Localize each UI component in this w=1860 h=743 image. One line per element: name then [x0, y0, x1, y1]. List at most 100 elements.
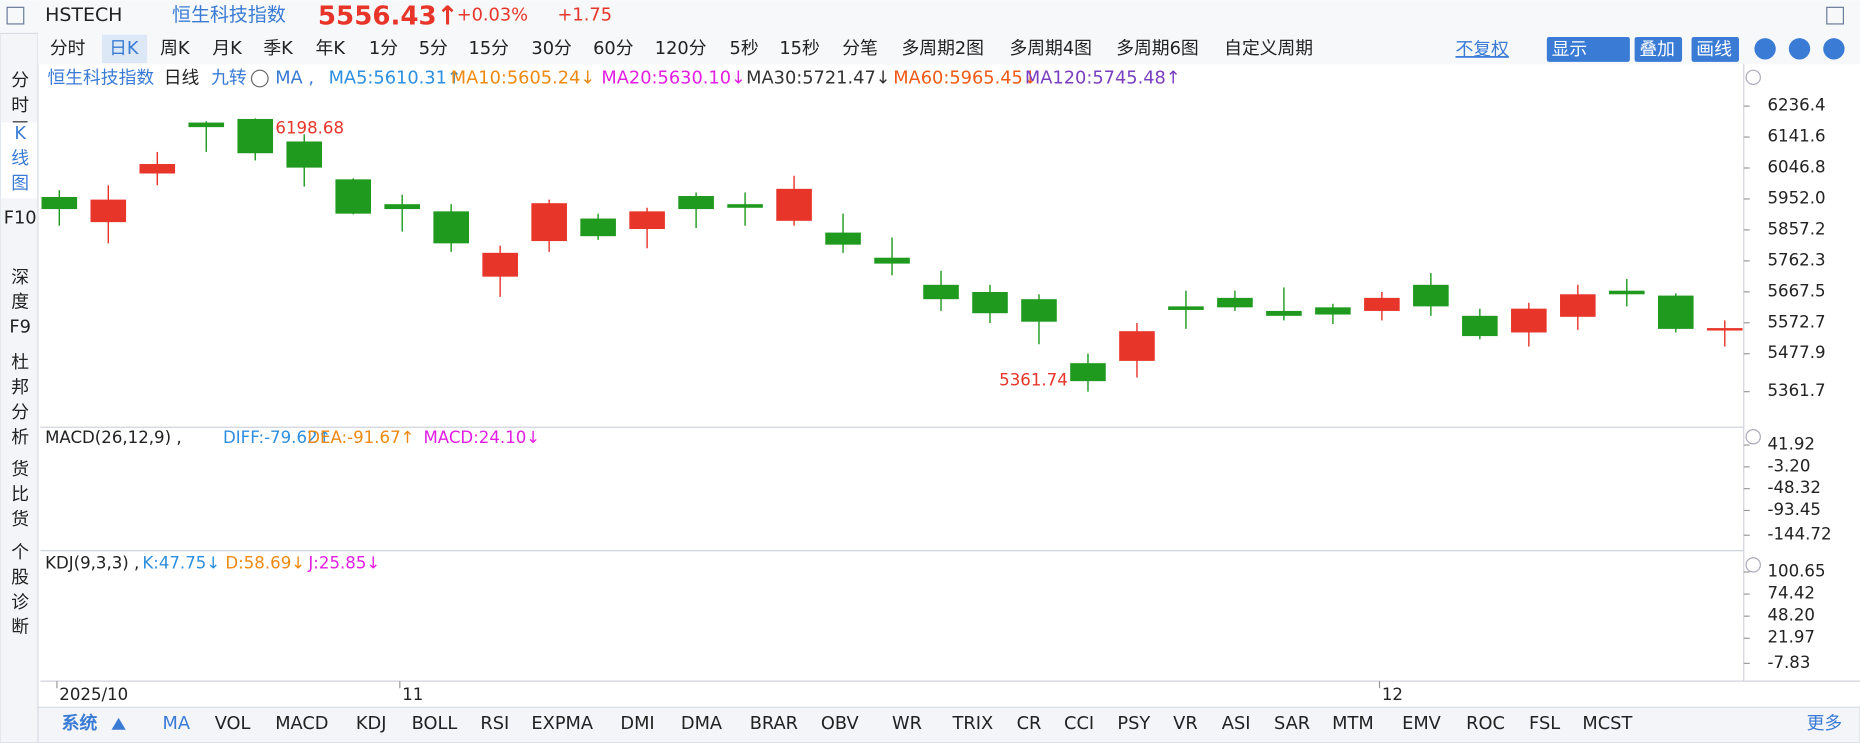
- side-tab[interactable]: 货比货: [11, 459, 29, 530]
- y-tick-label: 5477.9: [1767, 343, 1825, 362]
- candle-body: [335, 179, 372, 214]
- x-tick-label: 12: [1382, 685, 1403, 704]
- candle-body: [139, 164, 176, 174]
- indicator-tab[interactable]: OBV: [821, 713, 860, 734]
- toolbar-button[interactable]: 叠加: [1639, 39, 1675, 60]
- period-tab[interactable]: 日K: [109, 38, 140, 59]
- y-tick-label: -48.32: [1767, 478, 1821, 497]
- stock-name: 恒生科技指数: [172, 4, 286, 26]
- candle-body: [1511, 308, 1547, 333]
- indicator-tab[interactable]: DMA: [681, 713, 723, 734]
- candle-body: [825, 232, 861, 245]
- period-tab[interactable]: 年K: [316, 38, 347, 59]
- indicator-tab[interactable]: EXPMA: [531, 713, 593, 734]
- settings-icon[interactable]: [1745, 69, 1761, 86]
- candle-body: [188, 122, 225, 128]
- indicator-tab[interactable]: WR: [892, 713, 922, 734]
- period-tab[interactable]: 多周期6图: [1116, 38, 1198, 59]
- candle-body: [1413, 284, 1449, 307]
- change: +1.75: [558, 5, 612, 26]
- indicator-legend-item: MACD:24.10↓: [423, 427, 540, 446]
- side-tab[interactable]: 杜邦分析: [11, 352, 29, 448]
- ma-legend-item: MA60:5965.45↓: [893, 68, 1038, 89]
- indicator-tab[interactable]: 更多: [1807, 713, 1843, 734]
- refresh-button[interactable]: [1754, 38, 1776, 60]
- indicator-tab[interactable]: MCST: [1582, 713, 1632, 734]
- side-tab[interactable]: K 线图: [11, 123, 29, 194]
- candle-body: [1266, 310, 1302, 316]
- candle-body: [1021, 299, 1057, 322]
- toolbar-button[interactable]: 画线: [1696, 39, 1732, 60]
- period-tab[interactable]: 分笔: [842, 38, 878, 59]
- y-tick-label: 48.20: [1767, 606, 1815, 625]
- indicator-title: MACD(26,12,9) ,: [45, 427, 182, 446]
- period-tab[interactable]: 季K: [263, 38, 294, 59]
- period-tab[interactable]: 月K: [212, 38, 243, 59]
- settings-icon[interactable]: [1745, 557, 1761, 573]
- panel-icon[interactable]: [6, 6, 25, 25]
- ma-legend: 恒生科技指数 日线 九转 MA , MA5:5610.31↑MA10:5605.24↓ M…: [47, 68, 1180, 89]
- period-tab[interactable]: 15分: [469, 38, 510, 59]
- period-tab[interactable]: 120分: [655, 38, 707, 59]
- indicator-tab[interactable]: MTM: [1332, 713, 1374, 734]
- indicator-tab[interactable]: 系统: [62, 712, 98, 734]
- side-tab[interactable]: F10: [4, 207, 37, 228]
- indicator-tab[interactable]: CR: [1017, 713, 1042, 734]
- indicator-tab[interactable]: EMV: [1402, 713, 1442, 734]
- indicator-tab[interactable]: BRAR: [750, 713, 798, 734]
- zoom-out-button[interactable]: [1823, 38, 1845, 60]
- indicator-tab[interactable]: BOLL: [412, 713, 458, 734]
- y-tick-label: 6141.6: [1767, 127, 1825, 146]
- indicator-tab[interactable]: SAR: [1274, 713, 1310, 734]
- settings-icon[interactable]: [1745, 429, 1761, 445]
- indicator-tab[interactable]: RSI: [480, 713, 509, 734]
- candle-body: [1657, 295, 1694, 329]
- period-tab[interactable]: 1分: [369, 38, 398, 59]
- info-icon: [250, 69, 269, 88]
- side-tab[interactable]: 深度 F9: [9, 267, 31, 338]
- system-arrow: [111, 717, 126, 730]
- toolbar-button-bg: [1691, 36, 1740, 62]
- candle-body: [1609, 290, 1645, 295]
- zoom-in-button[interactable]: [1788, 38, 1811, 60]
- panel-icon[interactable]: [1826, 6, 1844, 25]
- y-tick-label: -7.83: [1767, 653, 1810, 672]
- indicator-tab[interactable]: VOL: [215, 713, 251, 734]
- period-tab[interactable]: 15秒: [779, 38, 819, 59]
- y-tick-label: 5667.5: [1767, 281, 1825, 300]
- stock-code: HSTECH: [45, 4, 122, 26]
- indicator-tab[interactable]: ASI: [1222, 713, 1251, 734]
- period-tab[interactable]: 30分: [531, 38, 572, 59]
- indicator-tab[interactable]: CCI: [1064, 713, 1094, 734]
- x-tick-label: 11: [402, 685, 423, 704]
- ma-legend-item: MA20:5630.10↓: [601, 68, 746, 89]
- indicator-legend-item: DIFF:-79.62↑: [223, 427, 331, 446]
- indicator-tab[interactable]: MACD: [275, 713, 328, 734]
- ma-legend-item: MA30:5721.47↓: [746, 68, 891, 89]
- indicator-tab[interactable]: MA: [163, 713, 191, 734]
- ma-legend-item: MA5:5610.31↑: [329, 68, 462, 89]
- indicator-tab[interactable]: DMI: [620, 713, 654, 734]
- candle-body: [678, 196, 714, 210]
- y-tick-label: -144.72: [1767, 525, 1831, 544]
- ma-legend-item: MA ,: [275, 68, 314, 89]
- toolbar-button[interactable]: 显示: [1552, 39, 1588, 60]
- period-tab[interactable]: 5秒: [730, 38, 759, 59]
- indicator-tab[interactable]: VR: [1173, 713, 1198, 734]
- period-tab[interactable]: 60分: [593, 38, 634, 59]
- period-tab[interactable]: 多周期4图: [1009, 38, 1091, 59]
- indicator-tab[interactable]: ROC: [1466, 713, 1505, 734]
- toolbar-button[interactable]: 不复权: [1455, 39, 1509, 60]
- period-tab[interactable]: 多周期2图: [902, 38, 984, 59]
- candle-body: [1706, 328, 1743, 331]
- indicator-tab[interactable]: KDJ: [356, 713, 387, 734]
- period-tab[interactable]: 5分: [419, 38, 448, 59]
- period-tab[interactable]: 周K: [160, 38, 191, 59]
- side-tab[interactable]: 个股诊断: [11, 542, 29, 638]
- indicator-tab[interactable]: FSL: [1529, 713, 1560, 734]
- indicator-tab[interactable]: TRIX: [952, 713, 994, 734]
- period-tab[interactable]: 分时: [50, 38, 86, 59]
- indicator-tab[interactable]: PSY: [1117, 713, 1150, 734]
- period-tab[interactable]: 自定义周期: [1224, 38, 1313, 59]
- toolbar-button-bg: [1546, 36, 1630, 62]
